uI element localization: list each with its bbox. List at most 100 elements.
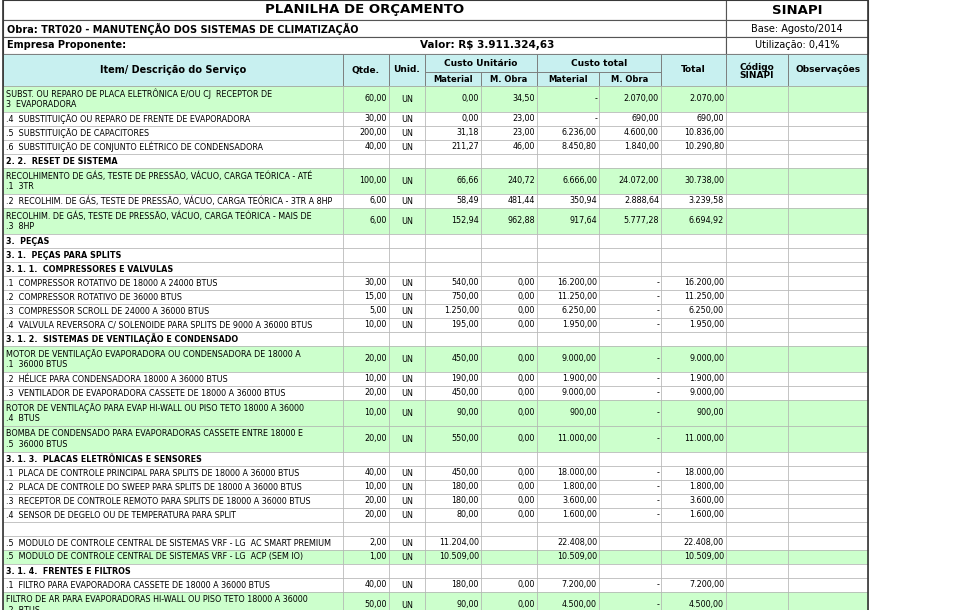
Text: RECOLHIMENTO DE GÁS, TESTE DE PRESSÃO, VÁCUO, CARGA TEÓRICA - ATÉ: RECOLHIMENTO DE GÁS, TESTE DE PRESSÃO, V… <box>6 171 312 181</box>
Text: 0,00: 0,00 <box>517 354 535 364</box>
Bar <box>788 508 868 522</box>
Text: 22.408,00: 22.408,00 <box>684 539 724 548</box>
Bar <box>726 508 788 522</box>
Bar <box>726 234 788 248</box>
Bar <box>726 194 788 208</box>
Bar <box>726 140 788 154</box>
Text: 0,00: 0,00 <box>462 115 479 123</box>
Text: 10,00: 10,00 <box>365 483 387 492</box>
Bar <box>389 304 425 318</box>
Bar <box>425 208 481 234</box>
Text: 180,00: 180,00 <box>451 497 479 506</box>
Bar <box>661 536 726 550</box>
Bar <box>599 276 661 290</box>
Bar <box>726 304 788 318</box>
Bar <box>3 234 343 248</box>
Text: 60,00: 60,00 <box>365 95 387 104</box>
Text: PLANILHA DE ORÇAMENTO: PLANILHA DE ORÇAMENTO <box>265 4 464 16</box>
Bar <box>3 126 343 140</box>
Text: Observações: Observações <box>796 65 860 74</box>
Bar <box>599 494 661 508</box>
Bar <box>726 20 868 37</box>
Bar <box>343 304 389 318</box>
Bar <box>425 508 481 522</box>
Bar <box>661 494 726 508</box>
Bar <box>3 54 343 86</box>
Bar <box>537 72 599 86</box>
Bar <box>788 54 868 86</box>
Text: SUBST. OU REPARO DE PLACA ELETRÔNICA E/OU CJ  RECEPTOR DE: SUBST. OU REPARO DE PLACA ELETRÔNICA E/O… <box>6 88 272 99</box>
Text: 0,00: 0,00 <box>517 581 535 589</box>
Text: -: - <box>656 581 659 589</box>
Text: Obra: TRT020 - MANUTENÇÃO DOS SISTEMAS DE CLIMATIZAÇÃO: Obra: TRT020 - MANUTENÇÃO DOS SISTEMAS D… <box>7 23 358 35</box>
Bar <box>726 112 788 126</box>
Bar <box>537 372 599 386</box>
Text: 80,00: 80,00 <box>457 511 479 520</box>
Bar <box>481 154 537 168</box>
Bar <box>788 276 868 290</box>
Text: UN: UN <box>401 497 413 506</box>
Text: .3  VENTILADOR DE EVAPORADORA CASSETE DE 18000 A 36000 BTUS: .3 VENTILADOR DE EVAPORADORA CASSETE DE … <box>6 389 285 398</box>
Text: 11.250,00: 11.250,00 <box>557 293 597 301</box>
Text: 1.900,00: 1.900,00 <box>689 375 724 384</box>
Text: 100,00: 100,00 <box>360 176 387 185</box>
Bar <box>3 140 343 154</box>
Bar <box>726 126 788 140</box>
Bar <box>726 550 788 564</box>
Bar <box>425 140 481 154</box>
Text: UN: UN <box>401 176 413 185</box>
Bar <box>389 194 425 208</box>
Bar <box>537 262 599 276</box>
Text: 3. 1.  PEÇAS PARA SPLITS: 3. 1. PEÇAS PARA SPLITS <box>6 251 121 259</box>
Text: 23,00: 23,00 <box>513 115 535 123</box>
Text: 2.070,00: 2.070,00 <box>624 95 659 104</box>
Text: Material: Material <box>433 74 473 84</box>
Bar <box>599 234 661 248</box>
Bar <box>661 112 726 126</box>
Bar <box>599 426 661 452</box>
Text: 1.600,00: 1.600,00 <box>563 511 597 520</box>
Text: -: - <box>656 600 659 609</box>
Text: 240,72: 240,72 <box>507 176 535 185</box>
Bar <box>3 208 343 234</box>
Bar <box>481 508 537 522</box>
Text: UN: UN <box>401 434 413 443</box>
Text: 3.  PEÇAS: 3. PEÇAS <box>6 237 49 245</box>
Bar <box>537 386 599 400</box>
Bar <box>425 480 481 494</box>
Bar <box>599 522 661 536</box>
Text: -: - <box>656 293 659 301</box>
Bar <box>425 86 481 112</box>
Text: .5  36000 BTUS: .5 36000 BTUS <box>6 440 67 449</box>
Text: .3  RECEPTOR DE CONTROLE REMOTO PARA SPLITS DE 18000 A 36000 BTUS: .3 RECEPTOR DE CONTROLE REMOTO PARA SPLI… <box>6 497 311 506</box>
Bar <box>481 332 537 346</box>
Text: -: - <box>656 354 659 364</box>
Bar <box>537 234 599 248</box>
Text: 16.200,00: 16.200,00 <box>684 279 724 287</box>
Bar <box>425 126 481 140</box>
Bar <box>726 372 788 386</box>
Bar <box>343 54 389 86</box>
Bar <box>599 290 661 304</box>
Text: -: - <box>656 483 659 492</box>
Bar <box>389 466 425 480</box>
Text: 6.694,92: 6.694,92 <box>688 217 724 226</box>
Text: 11.000,00: 11.000,00 <box>684 434 724 443</box>
Bar <box>481 372 537 386</box>
Bar <box>726 480 788 494</box>
Bar <box>788 332 868 346</box>
Text: -: - <box>656 409 659 417</box>
Text: UN: UN <box>401 354 413 364</box>
Bar <box>3 86 343 112</box>
Bar <box>788 208 868 234</box>
Text: 0,00: 0,00 <box>517 468 535 478</box>
Bar <box>389 234 425 248</box>
Bar <box>788 480 868 494</box>
Bar <box>389 386 425 400</box>
Bar <box>343 154 389 168</box>
Bar <box>661 194 726 208</box>
Bar <box>599 208 661 234</box>
Bar <box>3 318 343 332</box>
Bar <box>389 592 425 610</box>
Bar <box>599 592 661 610</box>
